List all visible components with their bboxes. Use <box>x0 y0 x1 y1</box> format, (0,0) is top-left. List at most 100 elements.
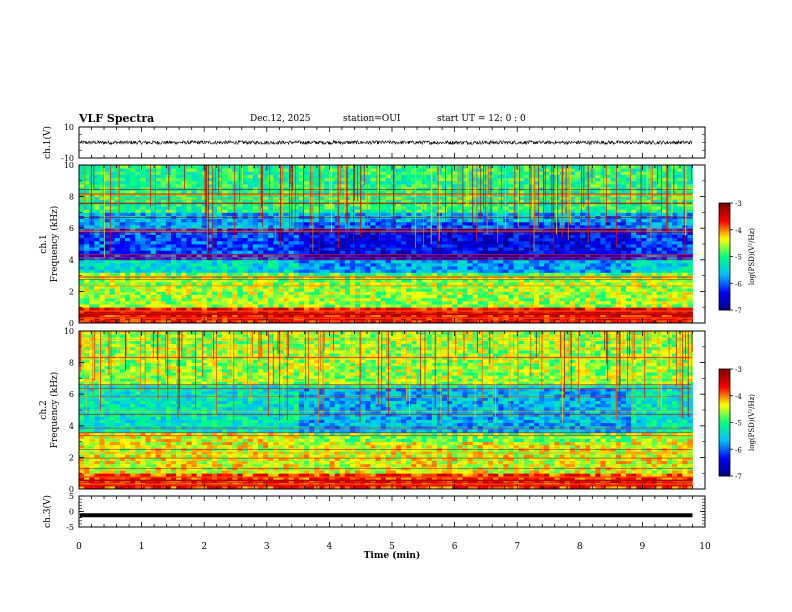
heatmap-cell <box>452 237 458 242</box>
heatmap-cell <box>554 247 560 251</box>
heatmap-cell <box>181 319 187 324</box>
heatmap-cell <box>227 199 233 204</box>
heatmap-cell <box>252 206 259 210</box>
heatmap-cell <box>257 288 264 292</box>
heatmap-cell <box>661 266 668 270</box>
heatmap-cell <box>263 281 269 286</box>
heatmap-cell <box>84 209 90 213</box>
heatmap-cell <box>620 209 627 213</box>
heatmap-cell <box>160 285 167 289</box>
heatmap-cell <box>355 269 361 273</box>
heatmap-cell <box>574 300 581 305</box>
heatmap-cell <box>518 250 525 254</box>
heatmap-cell <box>196 221 203 226</box>
heatmap-cell <box>595 237 601 242</box>
heatmap-cell <box>605 221 612 226</box>
heatmap-cell <box>211 206 218 210</box>
heatmap-cell <box>201 196 208 201</box>
heatmap-cell <box>661 281 668 286</box>
heatmap-cell <box>539 253 545 258</box>
heatmap-cell <box>605 269 612 273</box>
heatmap-cell <box>636 269 642 273</box>
heatmap-cell <box>360 209 366 213</box>
heatmap-cell <box>672 199 678 204</box>
heatmap-cell <box>416 244 422 248</box>
heatmap-cell <box>298 256 305 261</box>
heatmap-cell <box>646 237 652 242</box>
heatmap-cell <box>278 225 284 229</box>
heatmap-cell <box>605 291 612 295</box>
heatmap-cell <box>431 297 438 302</box>
heatmap-cell <box>252 262 259 267</box>
heatmap-cell <box>564 278 571 283</box>
heatmap-cell <box>191 281 197 286</box>
heatmap-cell <box>278 269 284 273</box>
heatmap-cell <box>263 202 269 207</box>
heatmap-cell <box>247 259 254 264</box>
heatmap-cell <box>513 307 520 311</box>
heatmap-cell <box>186 281 192 286</box>
heatmap-cell <box>513 202 520 207</box>
heatmap-cell <box>339 310 346 314</box>
heatmap-cell <box>580 313 586 318</box>
heatmap-cell <box>150 209 157 213</box>
heatmap-cell <box>549 288 555 292</box>
heatmap-cell <box>252 269 259 273</box>
heatmap-cell <box>293 310 300 314</box>
heatmap-cell <box>580 285 586 289</box>
heatmap-cell <box>283 253 289 258</box>
heatmap-cell <box>385 209 392 213</box>
heatmap-cell <box>247 237 254 242</box>
heatmap-cell <box>472 288 479 292</box>
heatmap-cell <box>539 244 545 248</box>
heatmap-cell <box>206 294 213 299</box>
heatmap-cell <box>324 253 330 258</box>
heatmap-cell <box>534 291 540 295</box>
heatmap-cell <box>288 199 295 204</box>
heatmap-cell <box>375 199 382 204</box>
heatmap-cell <box>314 272 320 276</box>
heatmap-cell <box>298 206 305 210</box>
heatmap-cell <box>503 247 509 251</box>
heatmap-cell <box>452 259 458 264</box>
heatmap-cell <box>186 266 192 270</box>
heatmap-cell <box>155 313 162 318</box>
heatmap-cell <box>288 193 295 197</box>
heatmap-cell <box>237 313 243 318</box>
heatmap-cell <box>528 319 535 324</box>
heatmap-cell <box>211 247 218 251</box>
heatmap-cell <box>314 307 320 311</box>
heatmap-cell <box>666 240 673 245</box>
heatmap-cell <box>135 319 141 324</box>
heatmap-cell <box>590 256 596 261</box>
heatmap-cell <box>349 250 356 254</box>
heatmap-cell <box>155 206 162 210</box>
heatmap-cell <box>436 231 443 235</box>
heatmap-cell <box>682 297 688 302</box>
heatmap-cell <box>273 206 279 210</box>
heatmap-cell <box>217 278 223 283</box>
heatmap-cell <box>150 237 157 242</box>
heatmap-cell <box>165 269 172 273</box>
heatmap-cell <box>395 319 402 324</box>
heatmap-cell <box>615 319 622 324</box>
heatmap-cell <box>319 199 325 204</box>
heatmap-cell <box>687 212 693 216</box>
heatmap-cell <box>472 269 479 273</box>
heatmap-cell <box>631 250 637 254</box>
heatmap-cell <box>487 278 494 283</box>
heatmap-cell <box>503 281 509 286</box>
heatmap-cell <box>211 256 218 261</box>
heatmap-cell <box>365 253 371 258</box>
heatmap-cell <box>227 231 233 235</box>
heatmap-cell <box>135 300 141 305</box>
heatmap-cell <box>145 253 151 258</box>
heatmap-cell <box>590 244 596 248</box>
heatmap-cell <box>140 193 146 197</box>
heatmap-cell <box>160 206 167 210</box>
heatmap-cell <box>682 310 688 314</box>
heatmap-cell <box>181 234 187 239</box>
heatmap-cell <box>672 225 678 229</box>
heatmap-cell <box>268 300 274 305</box>
heatmap-cell <box>283 218 289 223</box>
